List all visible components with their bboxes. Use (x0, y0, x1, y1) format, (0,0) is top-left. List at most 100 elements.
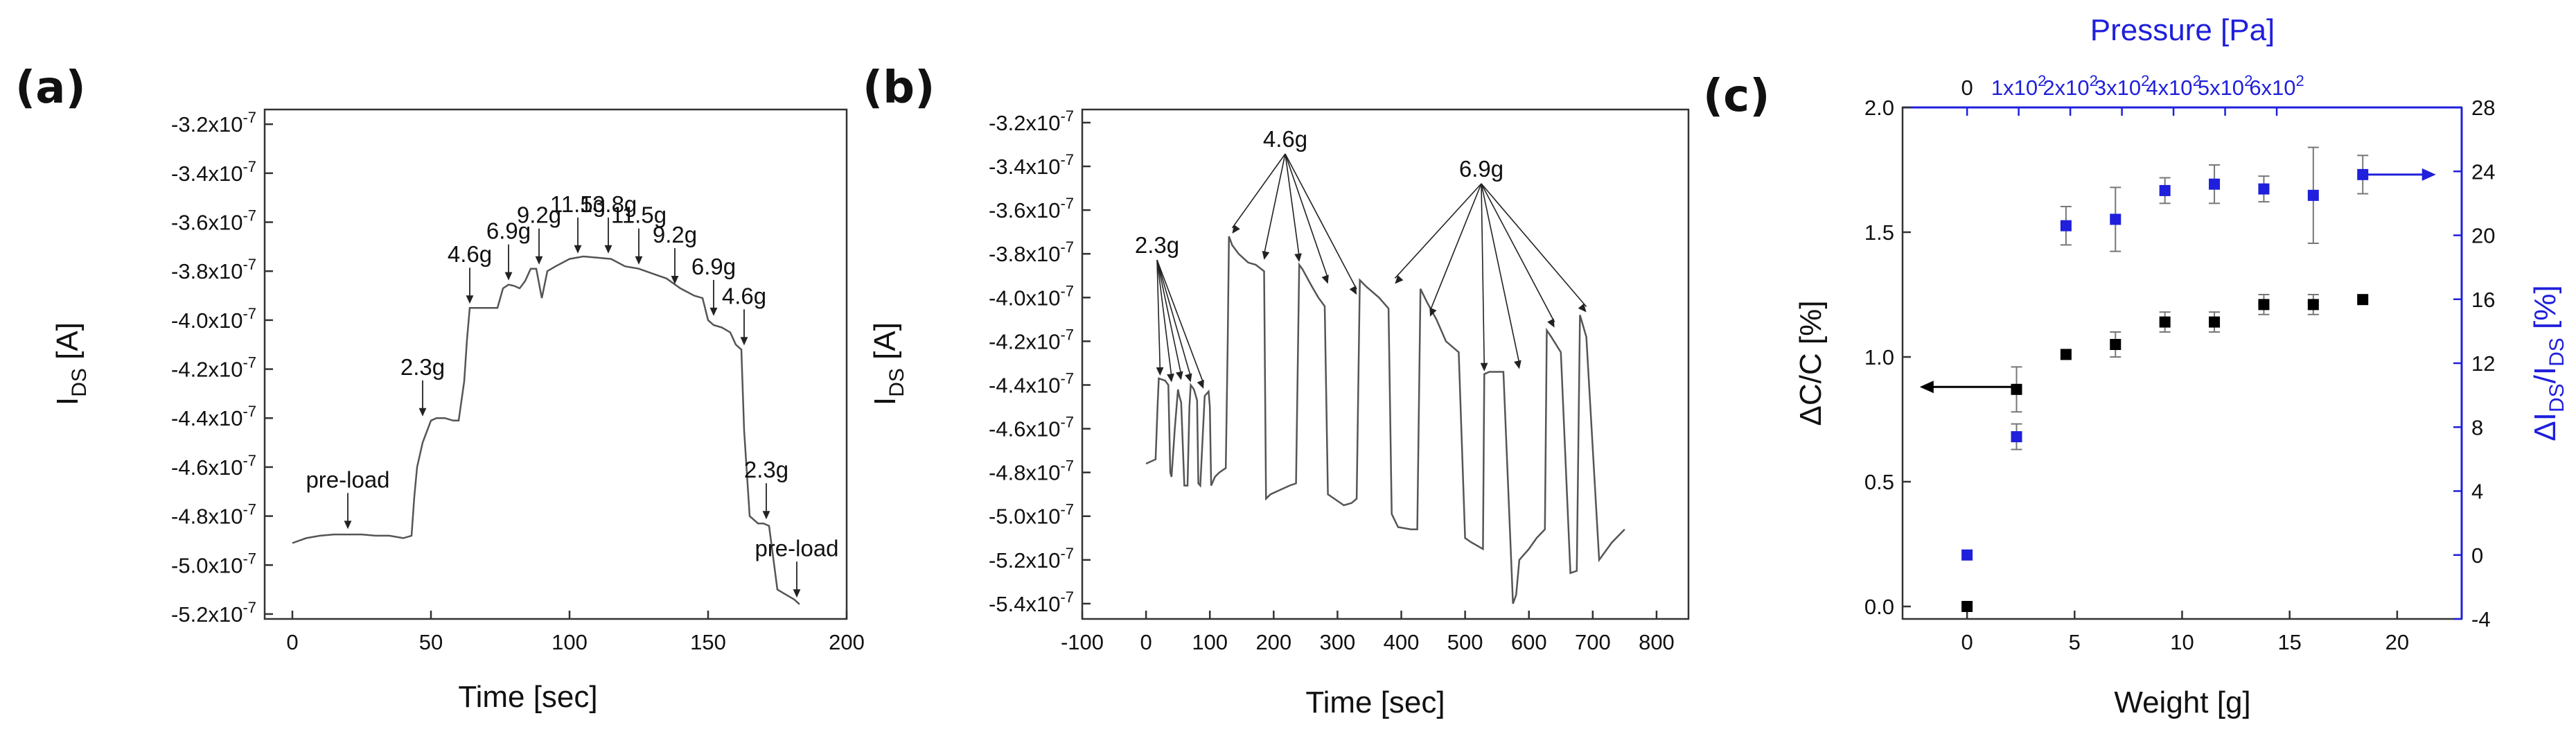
panel-b-annotation-arrowhead (1167, 373, 1174, 383)
panel-b-annotation-arrowhead (1156, 367, 1164, 376)
panel-a-annotation-arrowhead (535, 256, 543, 265)
panel-a-annotation-label: 6.9g (486, 218, 531, 244)
panel-a-y-tick-label-base: -4.4x10 (171, 406, 242, 430)
panel-c-top-tick-label: 3x102 (2094, 72, 2149, 100)
panel-c-right-y-tick-label: 12 (2471, 351, 2495, 376)
panel-b-x-tick-label: 700 (1575, 630, 1611, 654)
panel-c-x-tick-label: 15 (2277, 630, 2301, 654)
panel-b-y-tick-label-base: -5.2x10 (989, 548, 1060, 573)
panel-c-x-tick-label: 0 (1961, 630, 1973, 654)
panel-b-y-ticks: -3.2x10-7-3.4x10-7-3.6x10-7-3.8x10-7-4.0… (989, 107, 1091, 616)
panel-b-y-tick-label-base: -3.4x10 (989, 155, 1060, 179)
panel-a-x-tick-label: 0 (286, 630, 298, 654)
panel-a-annotation-arrowhead (740, 337, 748, 346)
panel-b-annotation-arrowhead (1197, 379, 1204, 389)
panel-b-y-tick-label: -4.2x10-7 (989, 326, 1074, 353)
panel-c-axis-arrowhead (1919, 381, 1934, 394)
panel-c-left-y-ticks: 0.0 0.5 1.0 1.5 2.0 (1864, 96, 1911, 619)
panel-c-x-ticks: 0 5 10 15 20 (1961, 611, 2409, 654)
panel-b-annotation-arrowhead (1232, 225, 1240, 234)
panel-a-y-label-main: I (51, 397, 85, 405)
panel-c-x-tick-label: 5 (2069, 630, 2081, 654)
panel-c-left-y-tick-label: 0.0 (1864, 595, 1894, 619)
panel-a-y-tick-label-base: -4.6x10 (171, 455, 242, 480)
panel-c-dc-point (2307, 299, 2319, 311)
panel-a-annotation-label: 9.2g (653, 222, 697, 247)
panel-a-annotation-label: 11.5g (550, 191, 606, 217)
panel-c-axis-arrowhead (2421, 168, 2436, 181)
panel-c-dids-point (2060, 220, 2072, 231)
panel-c-dc-point (1961, 601, 1973, 612)
panel-a-y-tick-label-exp: -7 (242, 550, 256, 567)
panel-c-top-tick-label-exp: 2 (2038, 72, 2046, 89)
panel-a-y-tick-label-exp: -7 (242, 305, 256, 322)
panel-a-y-ticks: -3.2x10-7-3.4x10-7-3.6x10-7-3.8x10-7-4.0… (171, 109, 273, 627)
panel-a-x-ticks: 0 50 100 150 200 (286, 611, 865, 654)
panel-a-annotation-arrowhead (418, 408, 427, 417)
panel-c-dc-point (2357, 294, 2369, 306)
panel-a-label: (a) (15, 62, 86, 114)
panel-c-top-x-label: Pressure [Pa] (2090, 13, 2275, 47)
panel-b-x-tick-label: 400 (1384, 630, 1420, 654)
panel-b-annotation-arrowhead (1578, 303, 1587, 313)
panel-a-y-tick-label: -4.6x10-7 (171, 452, 256, 480)
panel-b-y-tick-label: -3.8x10-7 (989, 238, 1074, 266)
panel-c-top-tick-label: 5x102 (2198, 72, 2252, 100)
panel-c-top-tick-label: 4x102 (2146, 72, 2200, 100)
panel-c-top-tick-label: 0 (1961, 76, 1973, 100)
panel-a-annotation-arrowhead (762, 511, 770, 520)
panel-c-top-tick-label-exp: 2 (2296, 72, 2304, 89)
panel-c-right-y-tick-label: 20 (2471, 224, 2495, 248)
panel-a-series-line (292, 255, 800, 605)
panel-b-x-tick-label: 800 (1639, 630, 1675, 654)
panel-c-top-tick-label: 2x102 (2043, 72, 2097, 100)
panel-b-annotation-arrow (1156, 259, 1161, 371)
panel-a-annotation-arrowhead (344, 521, 352, 530)
panel-a-annotation-label: pre-load (306, 466, 389, 492)
panel-a-y-tick-label: -3.2x10-7 (171, 109, 256, 137)
panel-b-x-tick-label: 200 (1255, 630, 1291, 654)
panel-b-x-ticks: -100 0 100 200 300 400 500 600 700 800 (1061, 611, 1675, 654)
panel-a-annotation-arrowhead (709, 307, 718, 316)
panel-a-y-tick-label: -4.0x10-7 (171, 305, 256, 333)
panel-a-frame (263, 108, 848, 620)
panel-a-annotation-label: 11.5g (611, 202, 667, 228)
panel-b-annotation-arrow (1481, 183, 1485, 366)
panel-b-annotation-label: 6.9g (1459, 156, 1503, 182)
panel-b-annotation-arrowhead (1176, 371, 1183, 381)
panel-b-annotation-arrowhead (1349, 286, 1357, 295)
panel-a-annotation-arrowhead (574, 245, 582, 254)
panel-b-x-tick-label: 500 (1447, 630, 1483, 654)
panel-a-y-tick-label-exp: -7 (242, 109, 256, 126)
panel-b-annotation-arrowhead (1294, 253, 1302, 262)
panel-a-y-tick-label-exp: -7 (242, 403, 256, 420)
panel-b-y-tick-label: -5.2x10-7 (989, 545, 1074, 573)
panel-c-top-tick-label-exp: 2 (2141, 72, 2149, 89)
panel-b-x-tick-label: 100 (1192, 630, 1228, 654)
panel-c-label: (c) (1703, 71, 1770, 122)
panel-c-right-y-tick-label: 16 (2471, 288, 2495, 312)
panel-a-y-tick-label-exp: -7 (242, 501, 256, 518)
panel-a-annotation-label: 13.8g (580, 191, 637, 217)
panel-a: (a) 0 50 100 150 200 -3.2x10-7-3.4x10-7-3.6x… (15, 62, 865, 714)
panel-c-dids-point (2159, 184, 2171, 196)
panel-a-y-tick-label: -3.4x10-7 (171, 158, 256, 186)
panel-b-annotation-arrow (1429, 183, 1482, 312)
panel-b: (b) -100 0 100 200 300 400 500 600 700 800 -3.2x1… (863, 62, 1690, 719)
panel-b-annotation-arrow (1285, 153, 1357, 290)
panel-a-y-tick-label-base: -3.2x10 (171, 112, 242, 137)
panel-b-y-tick-label: -3.2x10-7 (989, 107, 1074, 135)
panel-b-x-tick-label: 600 (1511, 630, 1547, 654)
panel-c-top-tick-label: 1x102 (1991, 72, 2046, 100)
panel-a-annotation-label: 4.6g (722, 283, 766, 308)
panel-a-annotation-arrowhead (635, 256, 643, 265)
panel-b-y-tick-label-base: -3.6x10 (989, 198, 1060, 222)
panel-b-annotation-arrowhead (1547, 318, 1555, 328)
panel-a-annotation-arrowhead (793, 589, 801, 598)
panel-b-y-tick-label-base: -4.2x10 (989, 329, 1060, 353)
panel-b-annotations: 2.3g 4.6g 6.9g (1135, 126, 1587, 389)
panel-b-y-label: IDS [A] (868, 322, 908, 405)
panel-a-y-tick-label-base: -4.0x10 (171, 308, 242, 333)
